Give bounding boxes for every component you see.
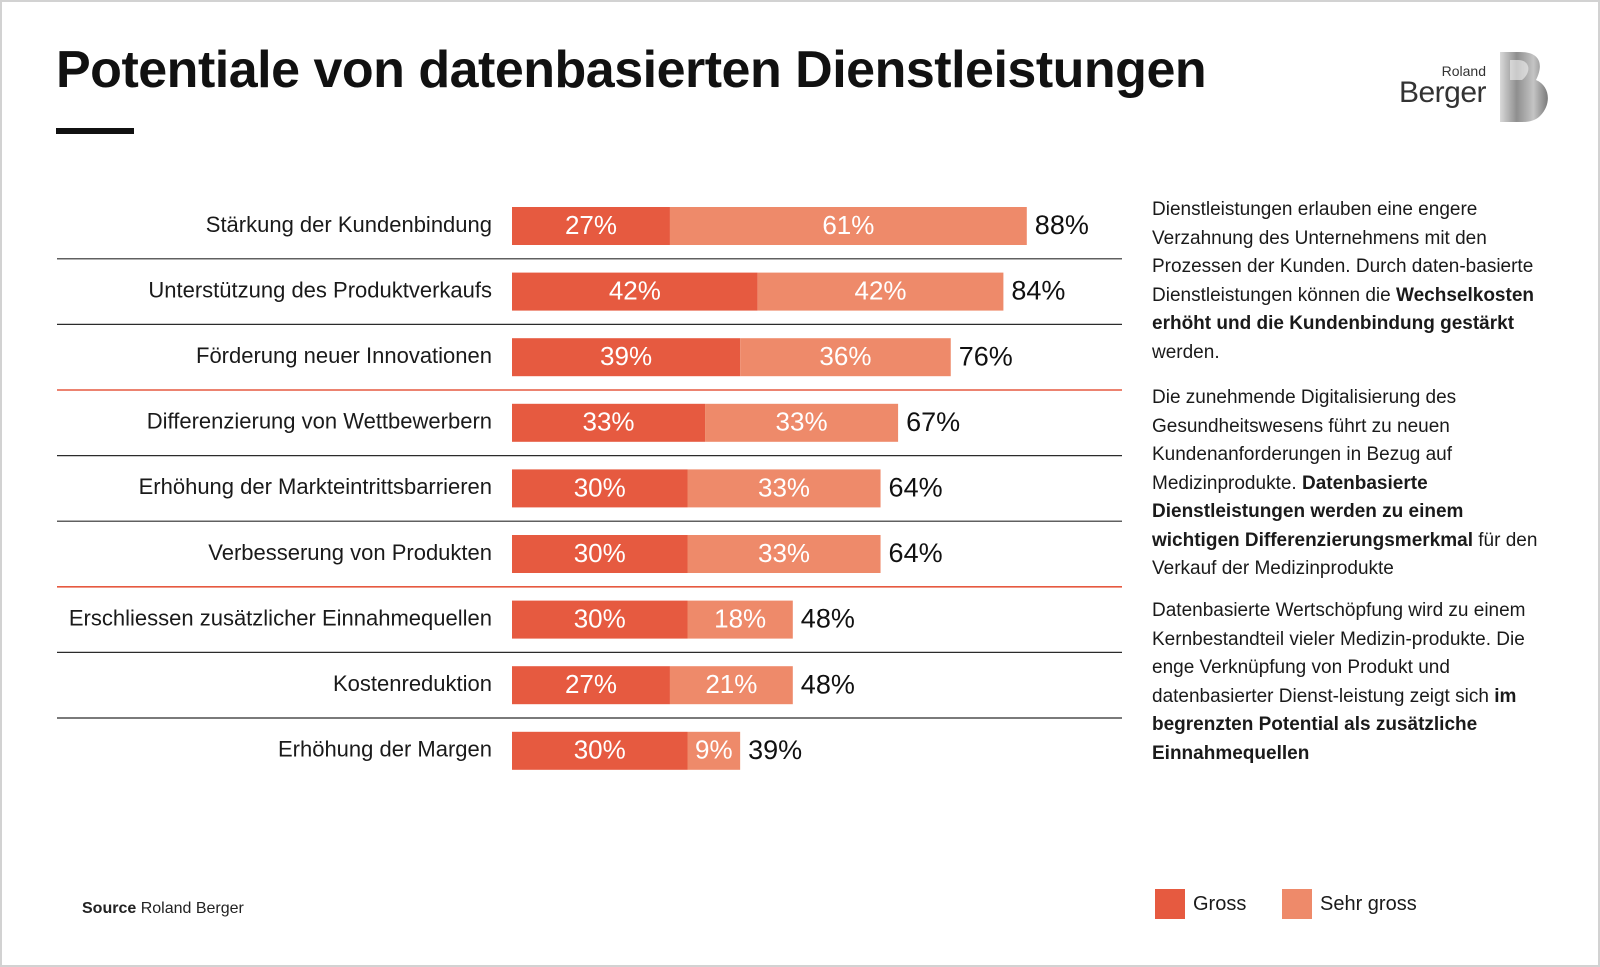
bar-sehr-gross-unterstutzung-des-produktverkaufs bbox=[757, 272, 1004, 311]
data-label-gross-erhohung-der-markteintrittsbarrieren: 30% bbox=[574, 472, 626, 502]
category-label-erschliessen-zusatzlicher-einnahmequellen: Erschliessen zusätzlicher Einnahmequelle… bbox=[69, 605, 492, 630]
data-label-gross-starkung-der-kundenbindung: 27% bbox=[565, 210, 617, 240]
data-label-gross-erschliessen-zusatzlicher-einnahmequellen: 30% bbox=[574, 603, 626, 633]
data-label-gross-kostenreduktion: 27% bbox=[565, 669, 617, 699]
legend-item-gross: Gross bbox=[1155, 889, 1246, 919]
source-text: Roland Berger bbox=[140, 900, 244, 917]
total-label-erhohung-der-markteintrittsbarrieren: 64% bbox=[889, 473, 943, 503]
data-label-sehr-gross-unterstutzung-des-produktverkaufs: 42% bbox=[855, 275, 907, 305]
logo-text-berger: Berger bbox=[1398, 76, 1487, 109]
logo-b-mark-icon bbox=[1500, 52, 1548, 122]
legend-item-sehr-gross: Sehr gross bbox=[1282, 889, 1417, 919]
category-label-erhohung-der-margen: Erhöhung der Margen bbox=[278, 737, 492, 762]
data-label-gross-erhohung-der-margen: 30% bbox=[574, 735, 626, 765]
total-label-erhohung-der-margen: 39% bbox=[748, 735, 802, 765]
commentary-3-highlight: im begrenzten Potential als zusätzliche … bbox=[1152, 685, 1517, 764]
page-title: Potentiale von datenbasierten Dienstleis… bbox=[56, 41, 1207, 99]
bar-gross-erschliessen-zusatzlicher-einnahmequellen bbox=[512, 600, 688, 639]
source-label: Source bbox=[82, 900, 137, 917]
bar-sehr-gross-erhohung-der-markteintrittsbarrieren bbox=[687, 469, 881, 508]
bar-sehr-gross-forderung-neuer-innovationen bbox=[740, 338, 951, 377]
commentary-3-text: Datenbasierte Wertschöpfung wird zu eine… bbox=[1152, 600, 1526, 707]
bar-sehr-gross-differenzierung-von-wettbewerbern bbox=[705, 403, 899, 442]
data-label-gross-forderung-neuer-innovationen: 39% bbox=[600, 341, 652, 371]
logo-text-roland: Roland bbox=[1441, 63, 1486, 79]
data-label-sehr-gross-forderung-neuer-innovationen: 36% bbox=[819, 341, 871, 371]
bar-gross-differenzierung-von-wettbewerbern bbox=[512, 403, 706, 442]
data-label-gross-unterstutzung-des-produktverkaufs: 42% bbox=[609, 275, 661, 305]
bar-gross-forderung-neuer-innovationen bbox=[512, 338, 741, 377]
bar-sehr-gross-verbesserung-von-produkten bbox=[687, 535, 881, 573]
data-label-sehr-gross-erschliessen-zusatzlicher-einnahmequellen: 18% bbox=[714, 603, 766, 633]
bar-sehr-gross-starkung-der-kundenbindung bbox=[669, 207, 1027, 245]
bar-gross-verbesserung-von-produkten bbox=[512, 535, 688, 573]
commentary-paragraph-2: Die zunehmende Digitalisierung des Gesun… bbox=[1152, 384, 1547, 584]
bar-sehr-gross-erschliessen-zusatzlicher-einnahmequellen bbox=[687, 600, 793, 639]
bar-gross-erhohung-der-margen bbox=[512, 731, 688, 770]
data-label-sehr-gross-kostenreduktion: 21% bbox=[705, 669, 757, 699]
title-underline bbox=[56, 128, 134, 134]
commentary-1-text: Dienstleistungen erlauben eine engere Ve… bbox=[1152, 199, 1534, 306]
legend-label-sehr-gross: Sehr gross bbox=[1320, 892, 1417, 915]
source-note: Source Roland Berger bbox=[82, 900, 244, 918]
category-label-verbesserung-von-produkten: Verbesserung von Produkten bbox=[208, 540, 492, 565]
commentary-2-tail: für den Verkauf der Medizinprodukte bbox=[1152, 529, 1538, 580]
category-label-forderung-neuer-innovationen: Förderung neuer Innovationen bbox=[196, 343, 492, 368]
category-label-erhohung-der-markteintrittsbarrieren: Erhöhung der Markteintrittsbarrieren bbox=[139, 474, 492, 499]
total-label-erschliessen-zusatzlicher-einnahmequellen: 48% bbox=[801, 604, 855, 634]
data-label-sehr-gross-differenzierung-von-wettbewerbern: 33% bbox=[776, 407, 828, 437]
legend-swatch-gross bbox=[1155, 889, 1185, 919]
data-label-sehr-gross-starkung-der-kundenbindung: 61% bbox=[822, 210, 874, 240]
bar-gross-starkung-der-kundenbindung bbox=[512, 207, 670, 245]
stacked-bar-chart: Stärkung der Kundenbindung 27% 61% 88% Unter… bbox=[57, 207, 1122, 770]
category-label-kostenreduktion: Kostenreduktion bbox=[333, 671, 492, 696]
bar-gross-kostenreduktion bbox=[512, 666, 670, 705]
commentary-1-tail: werden. bbox=[1152, 341, 1220, 363]
bar-gross-unterstutzung-des-produktverkaufs bbox=[512, 272, 758, 311]
legend-label-gross: Gross bbox=[1193, 892, 1247, 915]
data-label-sehr-gross-erhohung-der-margen: 9% bbox=[695, 735, 733, 765]
category-label-starkung-der-kundenbindung: Stärkung der Kundenbindung bbox=[206, 212, 492, 237]
total-label-differenzierung-von-wettbewerbern: 67% bbox=[906, 407, 960, 437]
data-label-sehr-gross-verbesserung-von-produkten: 33% bbox=[758, 538, 810, 568]
category-label-differenzierung-von-wettbewerbern: Differenzierung von Wettbewerbern bbox=[147, 409, 492, 434]
commentary-paragraph-1: Dienstleistungen erlauben eine engere Ve… bbox=[1152, 196, 1547, 367]
data-label-gross-verbesserung-von-produkten: 30% bbox=[574, 538, 626, 568]
total-label-forderung-neuer-innovationen: 76% bbox=[959, 341, 1013, 371]
commentary-1-highlight: Wechselkosten erhöht und die Kundenbindu… bbox=[1152, 284, 1534, 335]
commentary-paragraph-3: Datenbasierte Wertschöpfung wird zu eine… bbox=[1152, 597, 1547, 768]
roland-berger-logo: Roland Berger bbox=[1392, 48, 1552, 126]
legend-swatch-sehr-gross bbox=[1282, 889, 1312, 919]
total-label-unterstutzung-des-produktverkaufs: 84% bbox=[1011, 276, 1065, 306]
total-label-kostenreduktion: 48% bbox=[801, 669, 855, 699]
data-label-sehr-gross-erhohung-der-markteintrittsbarrieren: 33% bbox=[758, 472, 810, 502]
total-label-starkung-der-kundenbindung: 88% bbox=[1035, 210, 1089, 240]
bar-gross-erhohung-der-markteintrittsbarrieren bbox=[512, 469, 688, 508]
total-label-verbesserung-von-produkten: 64% bbox=[889, 538, 943, 568]
bar-sehr-gross-erhohung-der-margen bbox=[687, 731, 741, 770]
category-label-unterstutzung-des-produktverkaufs: Unterstützung des Produktverkaufs bbox=[148, 277, 492, 302]
data-label-gross-differenzierung-von-wettbewerbern: 33% bbox=[583, 407, 635, 437]
commentary-2-highlight: Datenbasierte Dienstleistungen werden zu… bbox=[1152, 472, 1473, 551]
commentary-2-text: Die zunehmende Digitalisierung des Gesun… bbox=[1152, 387, 1457, 494]
bar-sehr-gross-kostenreduktion bbox=[669, 666, 793, 705]
